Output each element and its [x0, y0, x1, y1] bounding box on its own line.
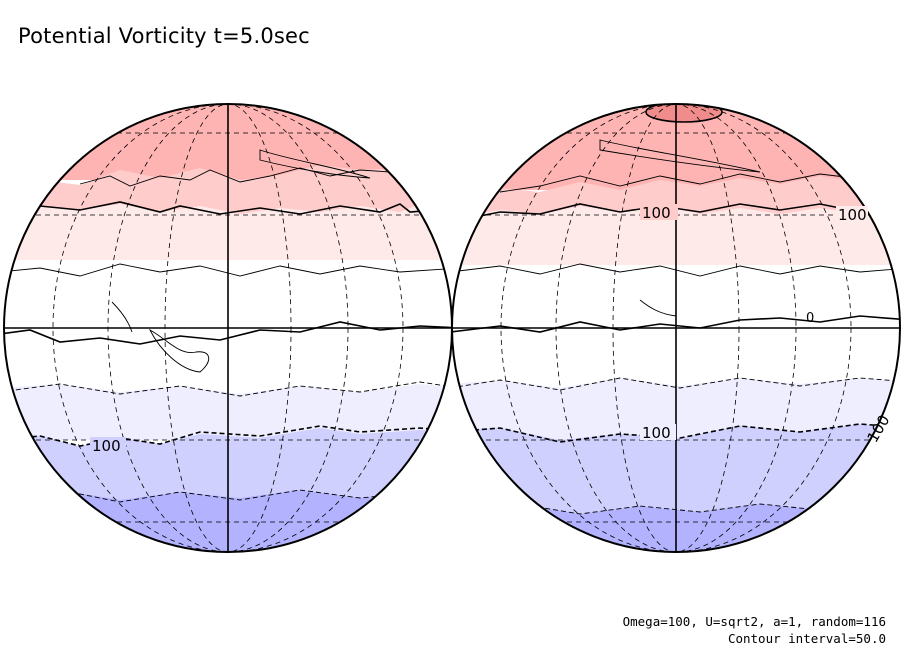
- footer-info: Omega=100, U=sqrt2, a=1, random=116 Cont…: [623, 613, 886, 647]
- contour-label: 100: [642, 424, 671, 442]
- left-hemisphere: 100: [0, 100, 460, 560]
- contour-label: 0: [806, 311, 814, 326]
- contour-zero: [0, 322, 460, 344]
- contour-label: 100: [642, 204, 671, 222]
- band-pos-150: [0, 100, 460, 180]
- contour-pos-50: [450, 264, 904, 276]
- run-parameters: Omega=100, U=sqrt2, a=1, random=116: [623, 613, 886, 630]
- contour-interval: Contour interval=50.0: [623, 630, 886, 647]
- band-neg-50: [0, 384, 460, 440]
- eddy: [640, 300, 676, 316]
- band-neg-150: [0, 490, 460, 560]
- contour-label: 100: [838, 206, 867, 224]
- contour-pos-50: [0, 264, 460, 276]
- right-hemisphere: 100 100 100 100 0: [450, 100, 904, 560]
- contour-zero: [450, 316, 904, 332]
- contour-label: 100: [92, 437, 121, 455]
